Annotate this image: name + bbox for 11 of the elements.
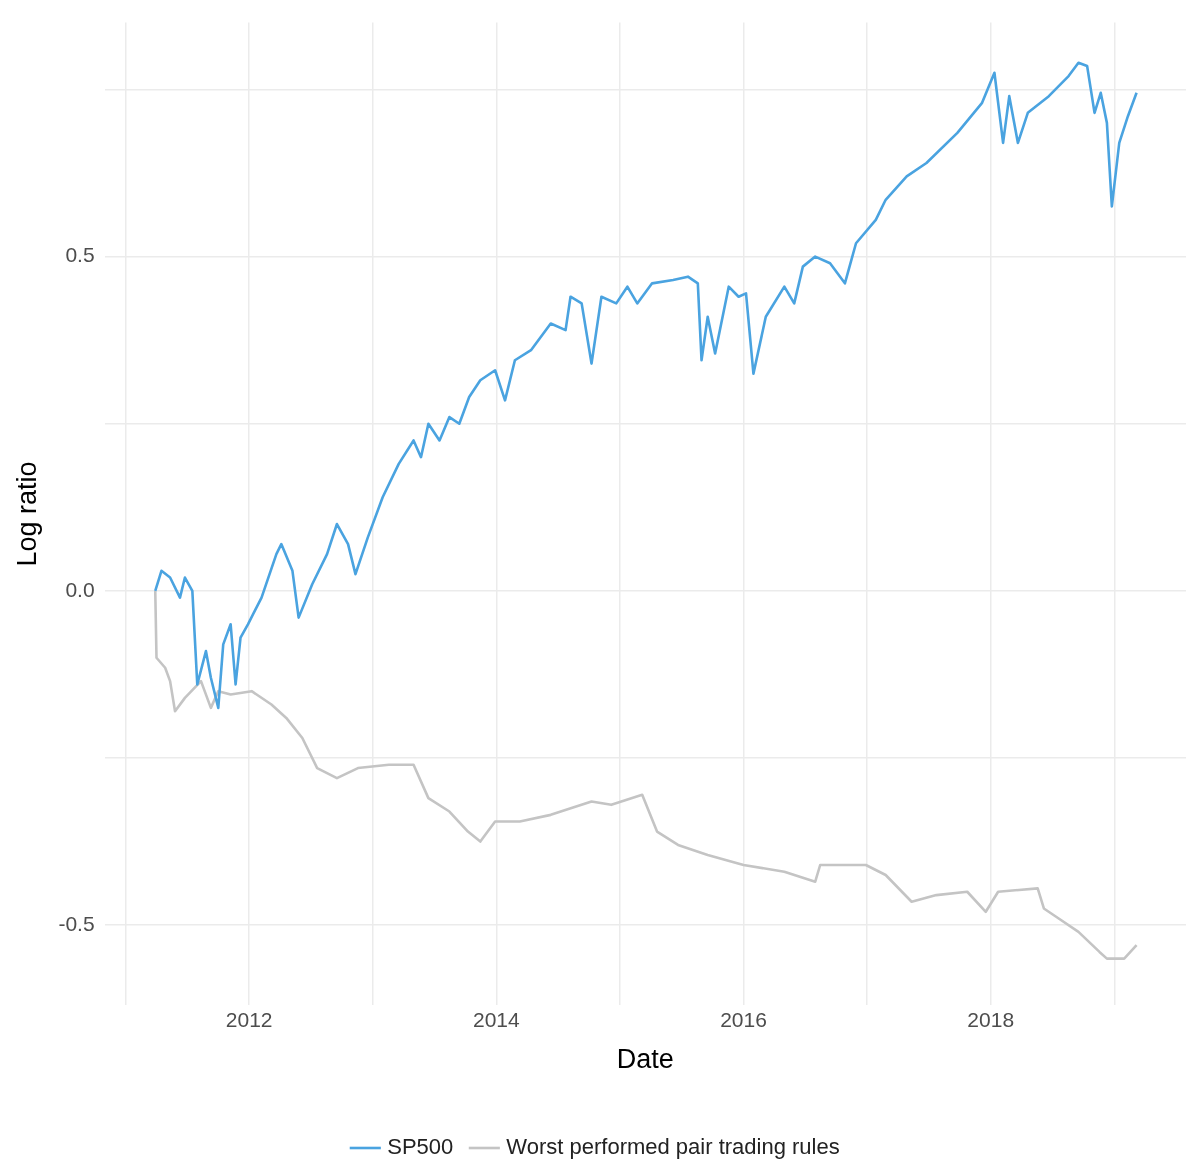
y-tick-label: -0.5 (58, 911, 95, 935)
x-tick-label: 2012 (225, 1007, 273, 1031)
x-tick-label: 2014 (473, 1007, 521, 1031)
y-tick-label: 0.0 (65, 577, 95, 601)
legend-label: Worst performed pair trading rules (506, 1134, 840, 1160)
legend-label: SP500 (387, 1134, 454, 1160)
y-axis-title: Log ratio (11, 461, 42, 567)
x-tick-label: 2016 (720, 1007, 767, 1031)
y-tick-label: 0.5 (65, 243, 95, 267)
x-axis-title: Date (616, 1044, 674, 1075)
x-tick-label: 2018 (967, 1007, 1015, 1031)
